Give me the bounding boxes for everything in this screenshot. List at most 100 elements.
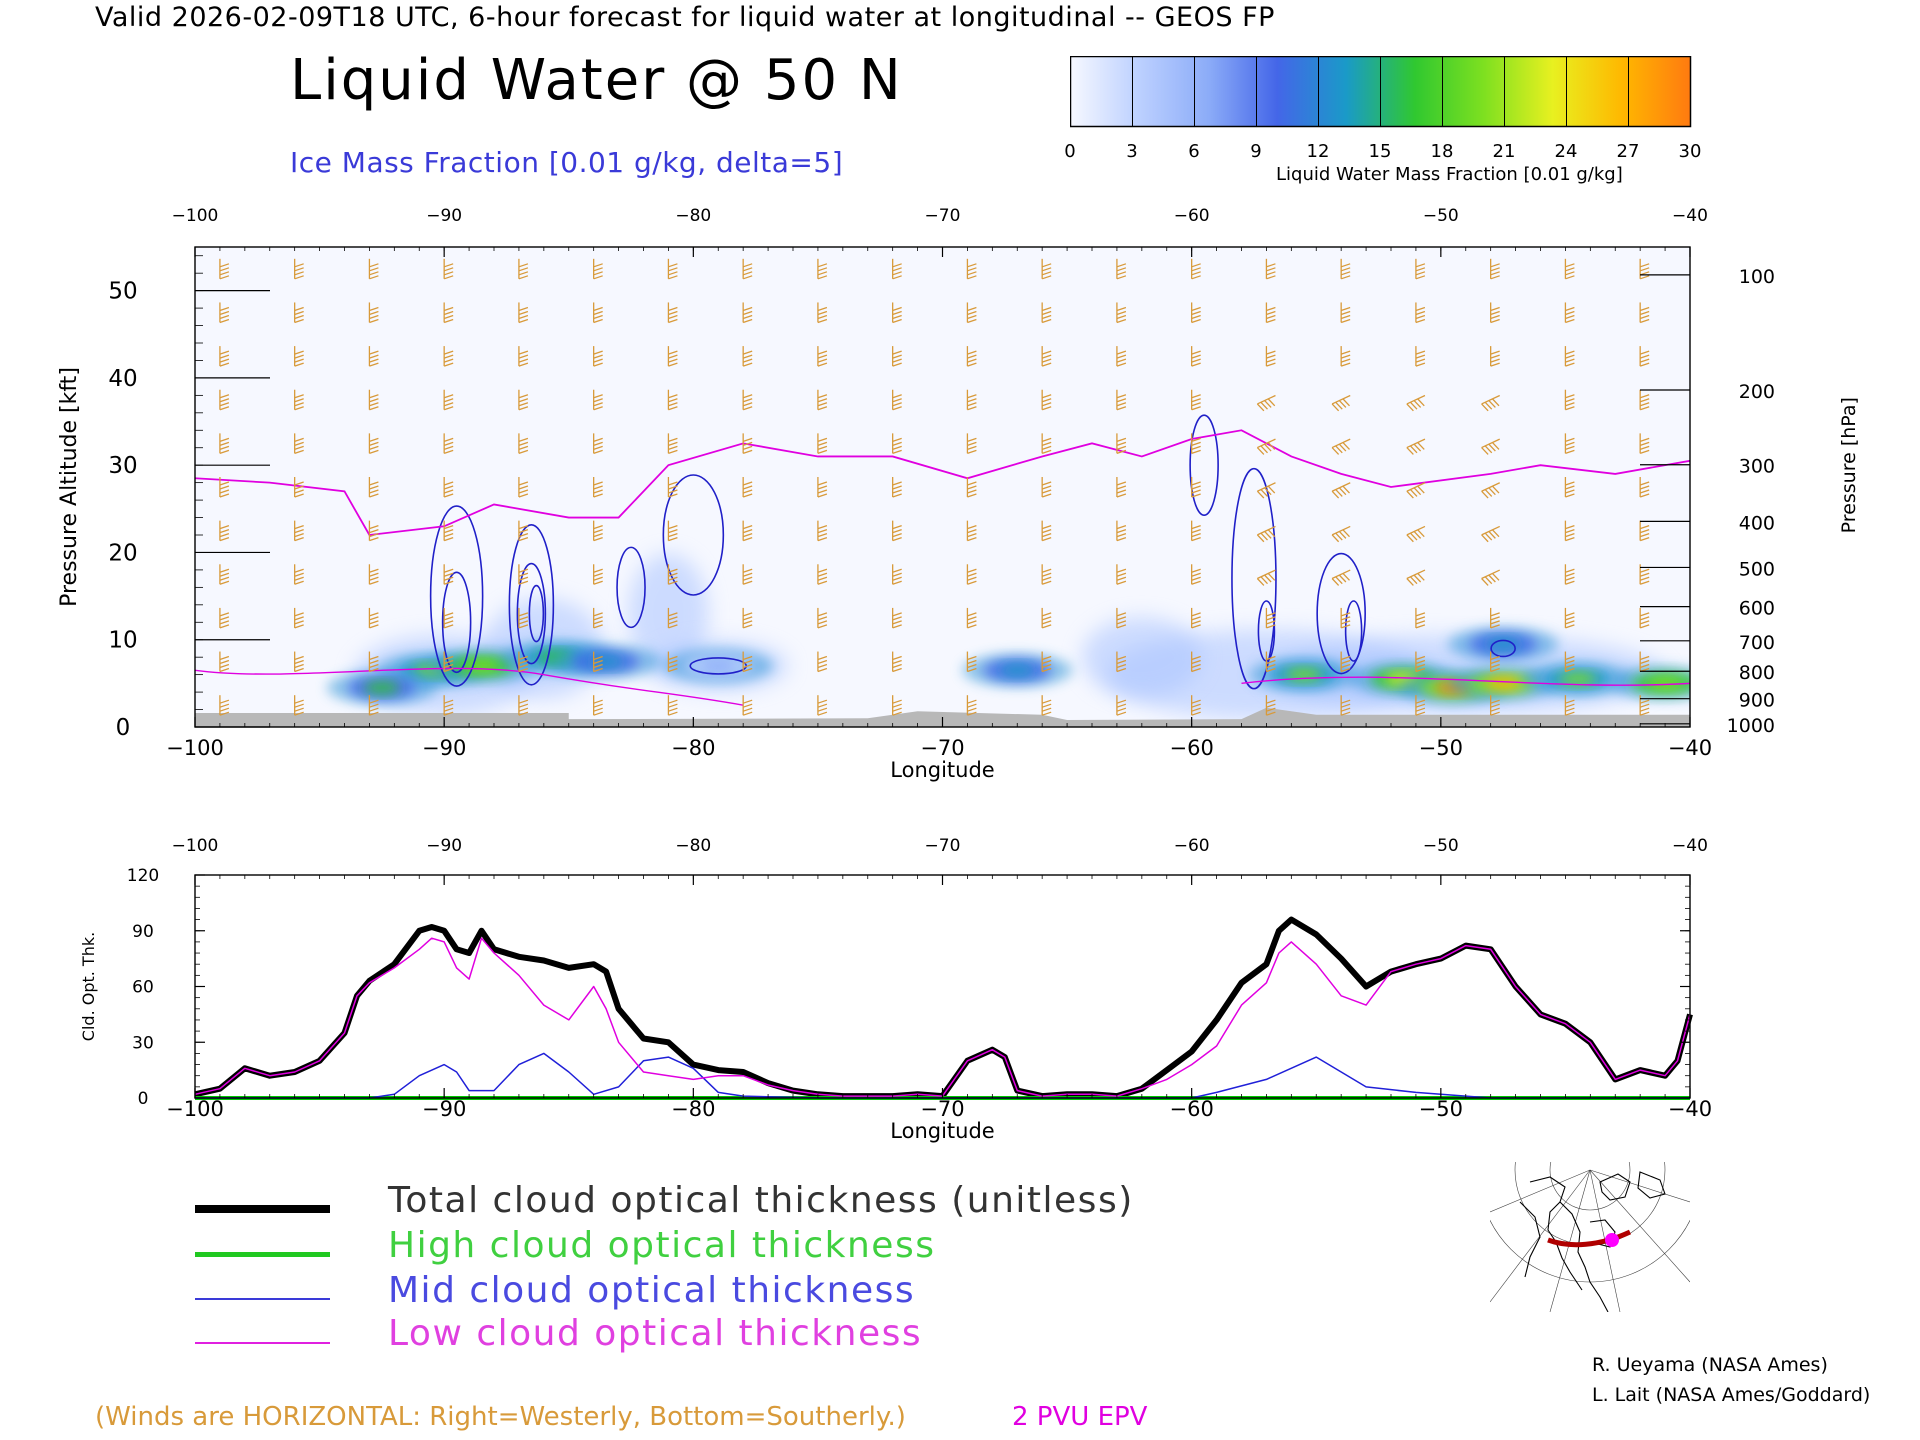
wind-barb bbox=[966, 389, 977, 411]
wind-barb bbox=[892, 520, 902, 542]
wind-barb bbox=[1639, 477, 1650, 498]
y-axis-label: Cld. Opt. Thk. bbox=[79, 932, 98, 1041]
wind-barb bbox=[294, 258, 304, 280]
wind-barb bbox=[443, 302, 454, 324]
wind-barb bbox=[1191, 433, 1201, 454]
liquid-water-core bbox=[1559, 673, 1596, 685]
x-tick-label-top: −70 bbox=[925, 206, 961, 226]
y-axis-label-right: Pressure [hPa] bbox=[1838, 397, 1860, 533]
optical-thickness-chart: −100 −100 −90 −90 −80 −80 −70 −70 −60 −60 −50 −50 −4… bbox=[79, 836, 1712, 1143]
wind-barb bbox=[1116, 651, 1127, 673]
wind-barb bbox=[294, 564, 304, 585]
pressure-tick-label: 800 bbox=[1739, 662, 1775, 684]
wind-barb bbox=[593, 607, 603, 629]
wind-barb bbox=[1564, 607, 1575, 629]
wind-barb bbox=[1265, 346, 1276, 367]
x-tick-label: −50 bbox=[1419, 736, 1463, 760]
wind-barb bbox=[1191, 302, 1201, 324]
wind-barb bbox=[892, 607, 902, 629]
wind-barb bbox=[593, 433, 603, 454]
y-tick-label: 10 bbox=[108, 628, 137, 654]
wind-barb bbox=[219, 433, 230, 454]
colorbar-tick-label: 27 bbox=[1616, 141, 1640, 162]
x-axis-label: Longitude bbox=[890, 1119, 994, 1143]
wind-barb bbox=[1490, 346, 1500, 367]
wind-barb bbox=[817, 651, 828, 673]
wind-barb bbox=[294, 477, 304, 498]
wind-barb bbox=[1481, 525, 1501, 543]
wind-barb bbox=[443, 477, 454, 498]
wind-barb bbox=[1481, 438, 1501, 455]
wind-barb bbox=[518, 302, 529, 324]
wind-barb bbox=[368, 651, 379, 673]
x-tick-label-top: −100 bbox=[172, 206, 219, 226]
wind-barb bbox=[1564, 695, 1575, 716]
wind-barb bbox=[219, 346, 230, 367]
wind-barb bbox=[892, 346, 902, 367]
wind-barb bbox=[1265, 695, 1276, 716]
liquid-water-core bbox=[999, 664, 1036, 677]
liquid-water-core bbox=[363, 681, 400, 694]
wind-barb bbox=[1340, 651, 1351, 673]
legend-line-high bbox=[195, 1252, 330, 1257]
pressure-tick-label: 400 bbox=[1739, 512, 1775, 534]
wind-barb bbox=[742, 607, 753, 629]
wind-barb bbox=[817, 302, 828, 324]
wind-barb bbox=[518, 258, 529, 280]
wind-barb bbox=[1041, 346, 1052, 367]
wind-barb bbox=[1340, 346, 1351, 367]
wind-barb bbox=[1340, 695, 1351, 716]
x-tick-label: −100 bbox=[166, 736, 224, 760]
wind-barb bbox=[1256, 482, 1276, 499]
wind-barb bbox=[1041, 695, 1052, 716]
wind-barb bbox=[1406, 525, 1426, 543]
wind-barb bbox=[817, 346, 828, 367]
wind-barb bbox=[368, 477, 379, 498]
wind-barb bbox=[443, 389, 454, 411]
x-tick-label-top: −100 bbox=[172, 836, 219, 856]
y-tick-label: 30 bbox=[132, 1033, 154, 1053]
wind-barb bbox=[742, 258, 753, 280]
wind-barb bbox=[1116, 520, 1127, 542]
colorbar-tick-label: 30 bbox=[1678, 141, 1702, 162]
epv-low-line bbox=[195, 667, 744, 706]
wind-barb bbox=[1191, 346, 1201, 367]
wind-barb bbox=[1639, 258, 1650, 280]
wind-barb bbox=[1256, 394, 1276, 412]
ice-contour bbox=[1231, 467, 1277, 690]
wind-barb bbox=[966, 258, 977, 280]
wind-barb bbox=[593, 651, 603, 673]
wind-barb bbox=[1564, 302, 1575, 324]
wind-barb bbox=[443, 433, 454, 454]
colorbar-label: Liquid Water Mass Fraction [0.01 g/kg] bbox=[1276, 164, 1623, 185]
x-tick-label: −40 bbox=[1668, 1097, 1712, 1121]
wind-barb bbox=[219, 651, 230, 673]
colorbar-tick-label: 3 bbox=[1126, 141, 1138, 162]
wind-barb bbox=[892, 433, 902, 454]
wind-barb bbox=[593, 520, 603, 542]
wind-barb bbox=[742, 302, 753, 324]
wind-barb bbox=[1490, 302, 1500, 324]
main-title: Liquid Water @ 50 N bbox=[290, 48, 903, 113]
y-tick-label: 90 bbox=[132, 922, 154, 942]
legend-label-mid: Mid cloud optical thickness bbox=[388, 1270, 916, 1311]
wind-barb bbox=[1639, 607, 1650, 629]
wind-barb bbox=[1331, 394, 1351, 412]
wind-barb bbox=[1265, 651, 1276, 673]
pressure-tick-label: 900 bbox=[1739, 690, 1775, 712]
wind-barb bbox=[1116, 346, 1127, 367]
x-tick-label-top: −60 bbox=[1174, 836, 1210, 856]
x-tick-label-top: −80 bbox=[675, 836, 711, 856]
ice-contour bbox=[616, 546, 646, 629]
y-tick-label: 30 bbox=[108, 453, 137, 479]
wind-barb bbox=[1191, 607, 1201, 629]
wind-barb bbox=[1041, 607, 1052, 629]
pressure-tick-label: 200 bbox=[1739, 381, 1775, 403]
wind-barb bbox=[1041, 564, 1052, 585]
x-tick-label-top: −70 bbox=[925, 836, 961, 856]
wind-barb bbox=[1265, 302, 1276, 324]
wind-barb bbox=[443, 346, 454, 367]
wind-barb bbox=[1639, 564, 1650, 585]
wind-barb bbox=[1191, 651, 1201, 673]
wind-barb bbox=[817, 520, 828, 542]
